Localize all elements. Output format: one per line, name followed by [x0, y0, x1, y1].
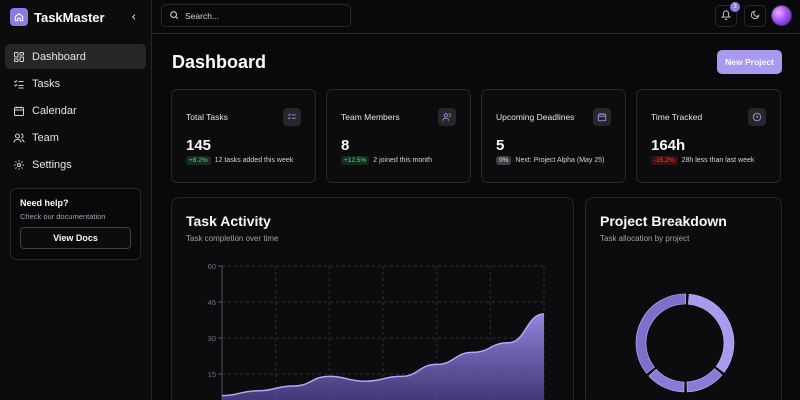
sidebar: TaskMaster Dashboard Tasks Calendar — [0, 0, 152, 400]
calendar-icon — [593, 108, 611, 126]
notification-count-badge: 3 — [730, 2, 740, 12]
stat-value: 145 — [186, 137, 212, 154]
search-icon — [169, 7, 179, 25]
stat-note: 2 joined this month — [373, 157, 432, 164]
stat-note: 28h less than last week — [681, 157, 755, 164]
clock-icon — [748, 108, 766, 126]
panel-title: Task Activity — [186, 213, 271, 229]
sidebar-item-tasks[interactable]: Tasks — [5, 71, 146, 96]
donut-slice — [648, 368, 685, 393]
project-breakdown-chart — [635, 293, 735, 393]
panel-subtitle: Task completion over time — [186, 234, 279, 243]
stat-value: 164h — [651, 137, 686, 154]
app-name: TaskMaster — [34, 9, 105, 25]
task-activity-panel: Task Activity Task completion over time … — [171, 197, 574, 400]
delta-badge: +8.2% — [186, 156, 211, 165]
new-project-button[interactable]: New Project — [717, 50, 782, 74]
stat-footer: +12.5% 2 joined this month — [341, 156, 432, 165]
help-title: Need help? — [20, 198, 69, 208]
sidebar-item-settings[interactable]: Settings — [5, 152, 146, 177]
stat-note: 12 tasks added this week — [214, 157, 294, 164]
view-docs-button[interactable]: View Docs — [20, 227, 131, 249]
user-avatar[interactable] — [771, 5, 792, 26]
sidebar-item-label: Settings — [32, 158, 72, 171]
stat-footer: -15.2% 28h less than last week — [651, 156, 754, 165]
theme-toggle-button[interactable] — [744, 5, 766, 27]
panel-subtitle: Task allocation by project — [600, 234, 690, 243]
checklist-icon — [283, 108, 301, 126]
sidebar-item-label: Tasks — [32, 77, 61, 90]
moon-icon — [750, 7, 760, 25]
stat-card-team-members: Team Members 8 +12.5% 2 joined this mont… — [326, 89, 471, 183]
home-icon — [10, 8, 28, 26]
sidebar-item-label: Dashboard — [32, 50, 86, 63]
search-box[interactable] — [161, 4, 351, 27]
stat-card-upcoming-deadlines: Upcoming Deadlines 5 0% Next: Project Al… — [481, 89, 626, 183]
tasks-icon — [12, 77, 25, 90]
users-icon — [438, 108, 456, 126]
help-card: Need help? Check our documentation View … — [10, 188, 141, 260]
y-tick-label: 15 — [208, 370, 216, 379]
team-icon — [12, 131, 25, 144]
y-tick-label: 30 — [208, 334, 216, 343]
donut-slice — [686, 368, 723, 393]
stat-note: Next: Project Alpha (May 25) — [515, 157, 605, 164]
stat-footer: 0% Next: Project Alpha (May 25) — [496, 156, 605, 165]
area-series-line — [221, 313, 545, 397]
project-breakdown-panel: Project Breakdown Task allocation by pro… — [585, 197, 782, 400]
dashboard-icon — [12, 50, 25, 63]
stat-value: 5 — [496, 137, 505, 154]
sidebar-item-team[interactable]: Team — [5, 125, 146, 150]
stat-label: Time Tracked — [651, 112, 703, 122]
settings-icon — [12, 158, 25, 171]
stat-value: 8 — [341, 137, 350, 154]
brand: TaskMaster — [0, 0, 151, 34]
delta-badge: -15.2% — [651, 156, 678, 165]
panel-title: Project Breakdown — [600, 213, 727, 229]
task-activity-chart: 60 45 30 15 — [208, 262, 545, 400]
y-tick-label: 45 — [208, 298, 216, 307]
help-subtitle: Check our documentation — [20, 212, 106, 221]
sidebar-item-label: Calendar — [32, 104, 77, 117]
collapse-sidebar-icon[interactable] — [127, 10, 141, 24]
sidebar-item-dashboard[interactable]: Dashboard — [5, 44, 146, 69]
bell-icon — [720, 7, 732, 25]
calendar-icon — [12, 104, 25, 117]
notifications-button[interactable]: 3 — [715, 2, 740, 27]
stat-label: Team Members — [341, 112, 400, 122]
top-bar: 3 — [152, 0, 800, 34]
sidebar-item-calendar[interactable]: Calendar — [5, 98, 146, 123]
page-title: Dashboard — [172, 52, 267, 72]
delta-badge: 0% — [496, 156, 512, 165]
stat-label: Upcoming Deadlines — [496, 112, 575, 122]
stat-label: Total Tasks — [186, 112, 228, 122]
y-tick-label: 60 — [208, 262, 216, 271]
sidebar-item-label: Team — [32, 131, 59, 144]
search-input[interactable] — [185, 10, 343, 21]
donut-slice — [687, 293, 735, 373]
sidebar-nav: Dashboard Tasks Calendar Team Settings — [0, 34, 151, 177]
stat-footer: +8.2% 12 tasks added this week — [186, 156, 293, 165]
stat-card-total-tasks: Total Tasks 145 +8.2% 12 tasks added thi… — [171, 89, 316, 183]
delta-badge: +12.5% — [341, 156, 370, 165]
area-series-fill — [222, 314, 544, 400]
stat-card-time-tracked: Time Tracked 164h -15.2% 28h less than l… — [636, 89, 781, 183]
donut-slice — [635, 293, 687, 374]
